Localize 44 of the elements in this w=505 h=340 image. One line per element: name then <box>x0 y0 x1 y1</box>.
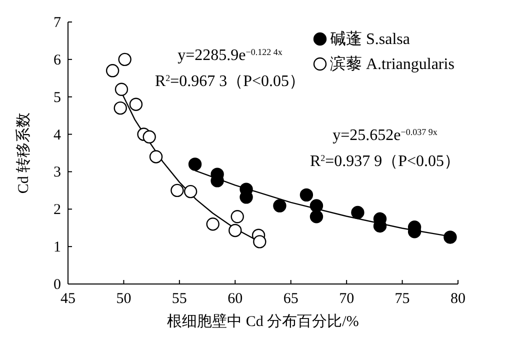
x-tick-label: 50 <box>116 291 132 307</box>
point <box>310 210 324 224</box>
point <box>253 235 266 248</box>
x-tick-label: 75 <box>394 291 410 307</box>
point <box>228 224 242 238</box>
annotation: R$^{2}$=0.937 9（P<0.05） <box>310 153 460 170</box>
point <box>310 199 324 212</box>
point <box>129 98 143 111</box>
point <box>142 130 156 144</box>
point <box>230 210 244 224</box>
legend-label: 碱蓬 S.salsa <box>330 30 410 48</box>
x-axis-title: 根细胞壁中 Cd 分布百分比/% <box>167 313 359 330</box>
x-tick-label: 60 <box>228 291 243 307</box>
point <box>149 150 163 164</box>
x-tick-label: 65 <box>283 291 298 307</box>
x-tick-label: 80 <box>450 291 466 307</box>
annotation: y=2285.9e$^{−0.122 4x}$ <box>178 47 282 64</box>
x-tick-label: 55 <box>172 291 187 307</box>
y-tick-label: 0 <box>54 277 61 293</box>
point <box>206 218 220 231</box>
point <box>114 101 127 115</box>
point <box>184 184 198 198</box>
y-tick-label: 7 <box>54 15 62 31</box>
y-tick-label: 5 <box>54 90 61 106</box>
point <box>300 188 314 202</box>
point <box>114 82 128 96</box>
point <box>273 199 286 212</box>
annotation: R$^{2}$=0.967 3（P<0.05） <box>154 73 306 90</box>
y-axis-title: Cd 转移系数 <box>15 112 32 194</box>
point <box>188 158 202 171</box>
point <box>351 206 364 220</box>
point <box>444 230 457 244</box>
point <box>106 64 120 78</box>
annotation: y=25.652e$^{−0.037 9x}$ <box>332 127 438 144</box>
point <box>118 52 132 66</box>
legend-label: 滨藜 A.triangularis <box>330 55 454 73</box>
y-tick-label: 4 <box>54 127 62 144</box>
point <box>170 184 184 198</box>
y-tick-label: 2 <box>54 202 61 218</box>
y-tick-label: 6 <box>54 52 62 68</box>
x-tick-label: 70 <box>339 291 354 307</box>
x-tick-label: 45 <box>60 291 76 307</box>
y-tick-label: 3 <box>54 164 61 181</box>
y-tick-label: 1 <box>54 240 61 256</box>
